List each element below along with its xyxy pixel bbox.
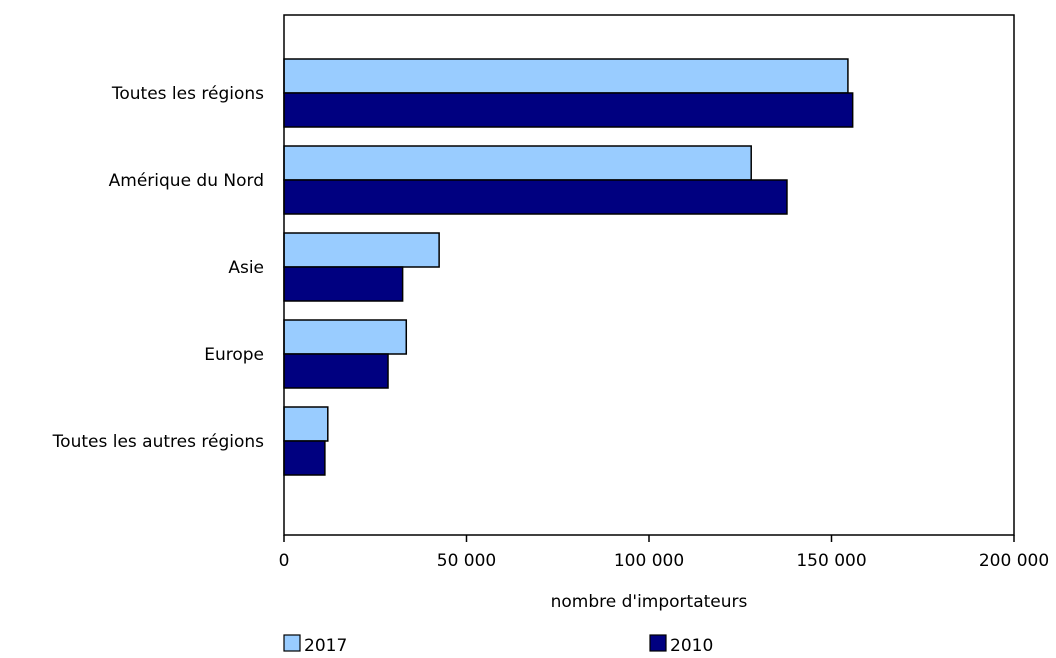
bars-group [283,58,854,476]
legend-swatch-2017 [283,634,301,652]
bar-2017-1 [283,145,752,181]
bar-2010-4 [283,440,326,476]
bar-2017-2 [283,232,440,268]
x-tick-label-1: 50 000 [437,551,496,571]
x-tick-label-2: 100 000 [614,551,684,571]
legend: 2017 2010 [283,634,713,656]
y-tick-label-3: Europe [204,345,264,365]
bar-2010-3 [283,353,389,389]
x-tick-label-3: 150 000 [796,551,866,571]
bar-2010-1 [283,179,788,215]
y-tick-label-4: Toutes les autres régions [52,432,264,452]
bar-2010-0 [283,92,854,128]
y-tick-label-0: Toutes les régions [111,84,264,104]
bar-2017-3 [283,319,408,355]
x-tick-label-4: 200 000 [979,551,1049,571]
bar-2010-2 [283,266,404,302]
legend-label-2010: 2010 [670,636,713,654]
bar-2017-4 [283,406,329,442]
x-tick-label-0: 0 [279,551,290,571]
y-tick-labels: Toutes les régions Amérique du Nord Asie Eu… [52,84,264,452]
bar-2017-0 [283,58,849,94]
x-axis-label: nombre d'importateurs [551,592,748,612]
legend-label-2017: 2017 [304,636,347,654]
x-axis-ticks: 0 50 000 100 000 150 000 200 000 [279,535,1049,571]
y-tick-label-1: Amérique du Nord [109,171,264,191]
legend-swatch-2010 [649,634,667,652]
y-tick-label-2: Asie [228,258,264,278]
